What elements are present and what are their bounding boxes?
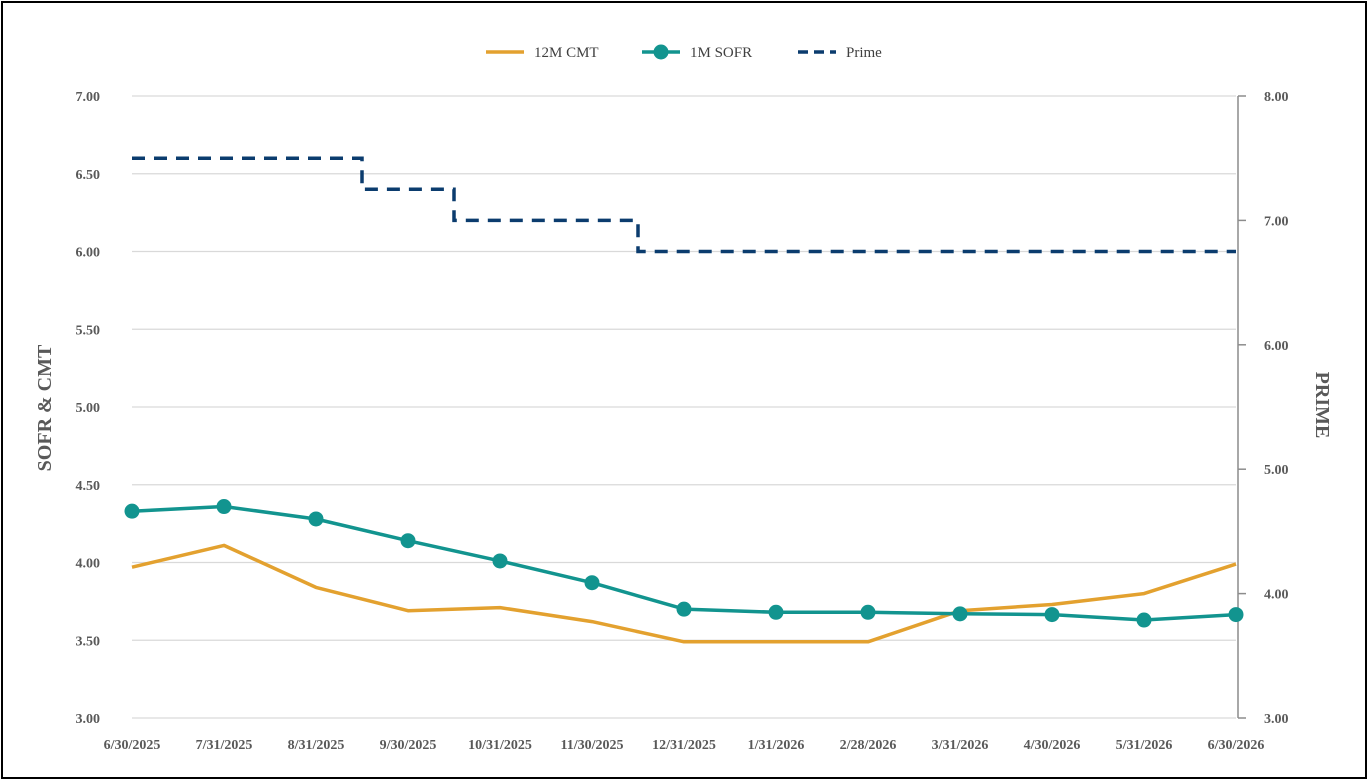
left-axis-ticks: 3.00 3.50 4.00 4.50 5.00 5.50 6.00 6.50 7.00: [76, 90, 101, 727]
data-point: [860, 604, 876, 620]
right-axis-title: PRIME: [1311, 372, 1333, 439]
right-tick-label: 5.00: [1264, 463, 1289, 478]
left-tick-label: 3.00: [76, 712, 101, 727]
legend-item: 1M SOFR: [642, 44, 752, 61]
series-line: [131, 543, 1237, 644]
series-prime: [132, 156, 1236, 254]
right-tick-label: 4.00: [1264, 588, 1289, 603]
data-point: [768, 604, 784, 620]
prime-step-line: [132, 156, 1236, 254]
legend-item: 12M CMT: [486, 45, 599, 61]
right-tick-label: 6.00: [1264, 339, 1289, 354]
data-point: [1136, 612, 1152, 628]
data-point: [216, 499, 232, 515]
x-tick-label: 3/31/2026: [932, 738, 989, 753]
x-tick-label: 12/31/2025: [652, 738, 716, 753]
data-point: [952, 606, 968, 622]
x-tick-label: 4/30/2026: [1024, 738, 1081, 753]
series-12m-cmt: [131, 543, 1237, 644]
left-tick-label: 4.00: [76, 557, 101, 572]
x-tick-label: 6/30/2026: [1208, 738, 1265, 753]
data-point: [308, 511, 324, 527]
x-tick-label: 5/31/2026: [1116, 738, 1173, 753]
data-point: [124, 503, 140, 519]
x-tick-label: 6/30/2025: [104, 738, 161, 753]
right-tick-label: 3.00: [1264, 712, 1289, 727]
legend-item: Prime: [798, 45, 882, 61]
legend-marker: [653, 44, 669, 60]
left-tick-label: 6.00: [76, 246, 101, 261]
data-point: [492, 553, 508, 569]
x-tick-label: 7/31/2025: [196, 738, 253, 753]
legend: 12M CMT 1M SOFR Prime: [486, 44, 882, 61]
legend-label: Prime: [846, 45, 882, 61]
left-tick-label: 6.50: [76, 168, 101, 183]
data-point: [676, 601, 692, 617]
left-axis-title: SOFR & CMT: [34, 344, 56, 471]
series-layer: [124, 156, 1244, 644]
right-tick-label: 7.00: [1264, 214, 1289, 229]
data-point: [584, 575, 600, 591]
x-tick-label: 2/28/2026: [840, 738, 897, 753]
data-point: [1044, 607, 1060, 623]
right-tick-label: 8.00: [1264, 90, 1289, 105]
legend-label: 1M SOFR: [690, 45, 752, 61]
left-tick-label: 5.50: [76, 323, 101, 338]
left-tick-label: 5.00: [76, 401, 101, 416]
legend-label: 12M CMT: [534, 45, 599, 61]
gridlines: [132, 95, 1236, 719]
left-tick-label: 3.50: [76, 634, 101, 649]
data-point: [400, 533, 416, 549]
left-tick-label: 7.00: [76, 90, 101, 105]
data-point: [1228, 607, 1244, 623]
x-tick-label: 1/31/2026: [748, 738, 805, 753]
series-1m-sofr: [124, 499, 1244, 628]
right-axis: 3.00 4.00 5.00 6.00 7.00 8.00: [1237, 90, 1289, 727]
left-tick-label: 4.50: [76, 479, 101, 494]
x-tick-label: 10/31/2025: [468, 738, 532, 753]
x-tick-label: 8/31/2025: [288, 738, 345, 753]
x-axis-ticks: 6/30/2025 7/31/2025 8/31/2025 9/30/2025 10/3…: [104, 738, 1265, 753]
x-tick-label: 11/30/2025: [560, 738, 623, 753]
x-tick-label: 9/30/2025: [380, 738, 437, 753]
